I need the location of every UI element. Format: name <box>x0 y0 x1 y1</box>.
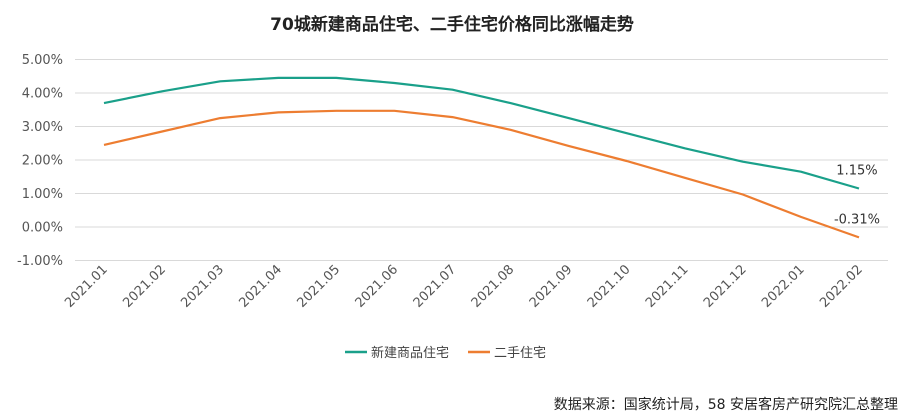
x-tick-label: 2021.02 <box>120 262 169 311</box>
x-tick-label: 2021.05 <box>295 262 344 311</box>
x-tick-label: 2022.02 <box>817 262 866 311</box>
y-tick-label: 0.00% <box>22 221 63 236</box>
y-tick-label: 1.00% <box>22 187 63 202</box>
y-tick-label: -1.00% <box>17 254 63 269</box>
data-label: -0.31% <box>834 212 880 227</box>
y-tick-label: 5.00% <box>22 53 63 68</box>
x-tick-label: 2021.04 <box>236 262 285 311</box>
x-tick-label: 2021.07 <box>411 262 460 311</box>
x-tick-label: 2021.06 <box>353 262 402 311</box>
series-line-1 <box>103 109 860 239</box>
x-tick-label: 2021.12 <box>701 262 750 311</box>
y-tick-label: 3.00% <box>22 120 63 135</box>
x-tick-label: 2022.01 <box>759 262 808 311</box>
legend: 新建商品住宅 二手住宅 <box>345 345 546 361</box>
x-tick-label: 2021.09 <box>527 262 576 311</box>
x-tick-label: 2021.01 <box>62 262 111 311</box>
data-labels: 1.15% -0.31% <box>834 163 880 227</box>
x-tick-label: 2021.11 <box>643 262 692 311</box>
chart-title: 70城新建商品住宅、二手住宅价格同比涨幅走势 <box>270 14 634 35</box>
gridlines <box>75 59 888 261</box>
x-tick-label: 2021.10 <box>585 262 634 311</box>
y-axis-ticks: 5.00% 4.00% 3.00% 2.00% 1.00% 0.00% -1.00% <box>17 53 63 269</box>
x-tick-label: 2021.08 <box>469 262 518 311</box>
y-tick-label: 2.00% <box>22 154 63 169</box>
legend-label-new-homes: 新建商品住宅 <box>371 345 449 361</box>
data-label: 1.15% <box>836 163 877 178</box>
y-tick-label: 4.00% <box>22 87 63 102</box>
x-axis-ticks: 2021.01 2021.02 2021.03 2021.04 2021.05 2021.… <box>62 262 866 311</box>
series-line-0 <box>103 76 860 190</box>
series-lines <box>103 76 860 239</box>
x-tick-label: 2021.03 <box>178 262 227 311</box>
legend-label-second-hand: 二手住宅 <box>494 346 546 361</box>
data-source-note: 数据来源：国家统计局，58 安居客房产研究院汇总整理 <box>554 396 898 413</box>
